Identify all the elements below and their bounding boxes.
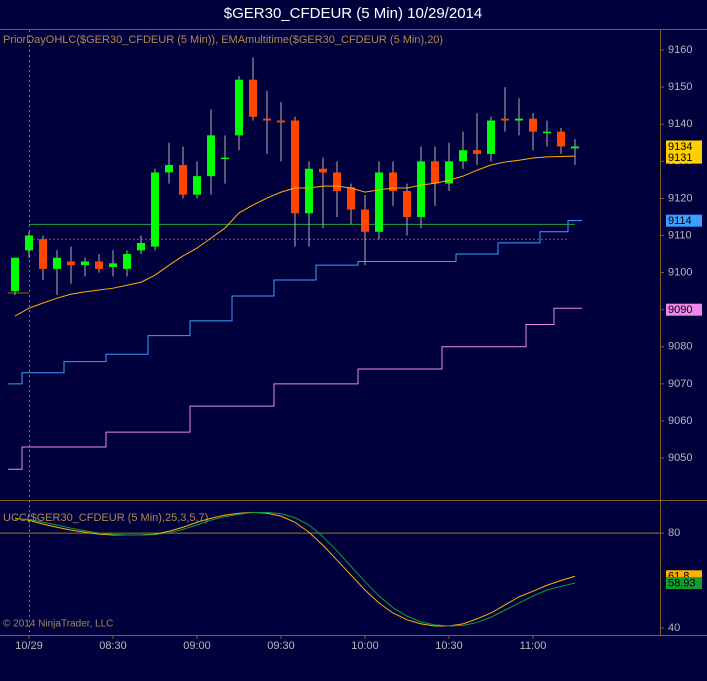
- candle-body: [25, 235, 33, 251]
- price-label-box: [666, 214, 702, 227]
- y-tick-label: 80: [668, 527, 680, 539]
- candle-body: [53, 257, 61, 269]
- candle-body: [81, 261, 89, 266]
- candle-body: [459, 150, 467, 162]
- series-line: [14, 155, 576, 317]
- candle-body: [571, 146, 579, 149]
- series-line: [8, 307, 582, 470]
- price-label-box: [666, 303, 702, 316]
- candle-body: [333, 172, 341, 191]
- y-tick-label: 9100: [668, 267, 692, 279]
- price-label: 9134: [668, 141, 692, 153]
- candle-body: [165, 165, 173, 173]
- candle-body: [347, 187, 355, 210]
- candle-body: [445, 161, 453, 184]
- y-tick-label: 9110: [668, 229, 692, 241]
- candle-body: [123, 254, 131, 269]
- x-tick-label: 09:00: [183, 640, 211, 652]
- y-tick-label: 9120: [668, 192, 692, 204]
- x-tick-label: 10:00: [351, 640, 379, 652]
- candle-body: [207, 135, 215, 177]
- y-tick-label: 40: [668, 622, 680, 634]
- candle-body: [151, 172, 159, 247]
- x-tick-label: 11:00: [520, 640, 547, 652]
- y-tick-label: 9150: [668, 81, 692, 93]
- price-label-box: [666, 140, 702, 153]
- candle-body: [39, 239, 47, 269]
- candle-body: [543, 131, 551, 134]
- candle-body: [473, 150, 481, 154]
- y-tick-label: 9070: [668, 378, 692, 390]
- candle-body: [375, 172, 383, 232]
- price-label: 9090: [668, 304, 692, 316]
- y-tick-label: 9050: [668, 452, 692, 464]
- candle-body: [109, 263, 117, 268]
- x-tick-label: 09:30: [267, 640, 295, 652]
- candle-body: [403, 190, 411, 217]
- x-tick-label: 08:30: [99, 640, 127, 652]
- candle-body: [95, 261, 103, 269]
- candle-body: [249, 79, 257, 117]
- series-line: [14, 511, 576, 627]
- x-tick-label: 10/29: [15, 640, 43, 652]
- candle-body: [557, 131, 565, 147]
- chart-title: $GER30_CFDEUR (5 Min) 10/29/2014: [224, 5, 482, 22]
- candle-body: [487, 120, 495, 154]
- candle-body: [417, 161, 425, 217]
- price-label: 9114: [668, 215, 692, 227]
- y-tick-label: 9080: [668, 341, 692, 353]
- candle-body: [235, 79, 243, 136]
- x-tick-label: 10:30: [435, 640, 463, 652]
- candle-body: [263, 118, 271, 121]
- price-label-box: [666, 577, 702, 590]
- candle-body: [431, 161, 439, 184]
- price-label: 9131: [668, 152, 692, 164]
- y-tick-label: 9140: [668, 118, 692, 130]
- candle-body: [515, 118, 523, 121]
- indicator-label: PriorDayOHLC($GER30_CFDEUR (5 Min)), EMA…: [3, 34, 443, 46]
- candle-body: [305, 168, 313, 214]
- candle-body: [179, 165, 187, 195]
- candle-body: [291, 120, 299, 214]
- candle-body: [221, 157, 229, 160]
- indicator-label: UCC($GER30_CFDEUR (5 Min),25,3,5,7): [3, 512, 208, 524]
- copyright: © 2014 NinjaTrader, LLC: [3, 619, 113, 630]
- candle-body: [11, 257, 19, 292]
- series-line: [8, 220, 582, 385]
- price-label: 58.93: [668, 577, 696, 589]
- candle-body: [501, 118, 509, 121]
- y-tick-label: 9060: [668, 415, 692, 427]
- candle-body: [277, 120, 285, 123]
- y-tick-label: 9160: [668, 44, 692, 56]
- price-label-box: [666, 151, 702, 164]
- candle-body: [529, 118, 537, 132]
- candle-body: [137, 242, 145, 251]
- candle-body: [389, 172, 397, 191]
- candle-body: [361, 209, 369, 232]
- candle-body: [67, 261, 75, 266]
- series-line: [14, 511, 576, 627]
- candle-body: [193, 176, 201, 195]
- candle-body: [319, 168, 327, 173]
